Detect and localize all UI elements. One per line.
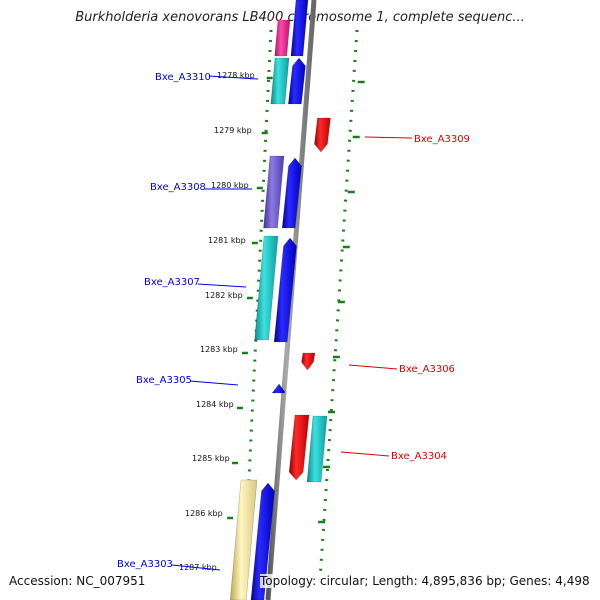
leader-line-bxe-a3307 xyxy=(197,283,247,288)
ruler-tick-label: 1278 kbp xyxy=(217,71,255,80)
gene-label-bxe-a3306[interactable]: Bxe_A3306 xyxy=(399,364,455,375)
leader-line-bxe-a3305 xyxy=(189,380,239,386)
cds-feature[interactable] xyxy=(270,57,290,105)
left-guide-line xyxy=(242,29,273,581)
ruler-tick-label: 1284 kbp xyxy=(196,400,234,409)
gene-feature-bxe-a3310[interactable] xyxy=(288,57,306,105)
gene-feature-partial[interactable] xyxy=(274,19,291,57)
ruler-tick-label: 1286 kbp xyxy=(185,509,223,518)
gene-label-bxe-a3304[interactable]: Bxe_A3304 xyxy=(391,451,447,462)
gene-feature-bxe-a3307[interactable] xyxy=(273,237,297,343)
leader-line-bxe-a3306 xyxy=(348,364,398,370)
ruler-tick-label: 1281 kbp xyxy=(208,236,246,245)
ruler-tick-label: 1282 kbp xyxy=(205,291,243,300)
cds-feature[interactable] xyxy=(229,479,258,600)
gene-feature-bxe-a3309[interactable] xyxy=(314,117,331,153)
cds-feature[interactable] xyxy=(263,155,285,229)
cds-feature[interactable] xyxy=(254,235,279,341)
gene-label-bxe-a3305[interactable]: Bxe_A3305 xyxy=(136,375,192,386)
leader-line-bxe-a3309 xyxy=(364,136,413,139)
right-guide-line xyxy=(318,29,359,581)
dotted-guides xyxy=(227,29,365,581)
gene-label-bxe-a3309[interactable]: Bxe_A3309 xyxy=(414,134,470,145)
gene-label-bxe-a3308[interactable]: Bxe_A3308 xyxy=(150,182,206,193)
gene-feature-bxe-a3304[interactable] xyxy=(288,414,310,481)
ruler: 1278 kbp 1279 kbp 1280 kbp 1281 kbp 1282 kbp… xyxy=(179,71,255,572)
gene-feature-bxe-a3308[interactable] xyxy=(281,157,302,229)
accession-text: Accession: NC_007951 xyxy=(9,574,146,588)
ruler-tick-label: 1279 kbp xyxy=(214,126,252,135)
gene-label-bxe-a3303[interactable]: Bxe_A3303 xyxy=(117,559,173,570)
cds-feature[interactable] xyxy=(306,415,328,483)
gene-labels: Bxe_A3310 Bxe_A3309 Bxe_A3308 Bxe_A3307 Bxe_… xyxy=(117,72,470,571)
ruler-tick-label: 1280 kbp xyxy=(211,181,249,190)
ruler-tick-label: 1285 kbp xyxy=(192,454,230,463)
gene-feature-bxe-a3306[interactable] xyxy=(301,352,316,371)
gene-feature-bxe-a3305[interactable] xyxy=(271,383,286,394)
topology-text: Topology: circular; Length: 4,895,836 bp… xyxy=(260,574,600,588)
features xyxy=(229,0,331,600)
gene-feature-partial[interactable] xyxy=(290,0,309,57)
ruler-tick-label: 1283 kbp xyxy=(200,345,238,354)
gene-label-bxe-a3307[interactable]: Bxe_A3307 xyxy=(144,277,200,288)
leader-line-bxe-a3304 xyxy=(340,451,390,457)
gene-feature-bxe-a3303[interactable] xyxy=(250,482,275,600)
leader-line-bxe-a3310 xyxy=(208,75,259,80)
leader-line-bxe-a3303 xyxy=(171,564,221,571)
gene-label-bxe-a3310[interactable]: Bxe_A3310 xyxy=(155,72,211,83)
